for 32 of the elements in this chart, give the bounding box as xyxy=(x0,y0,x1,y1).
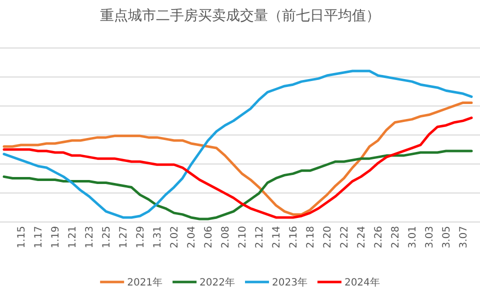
x-tick-label: 2.24 xyxy=(356,226,368,248)
x-tick-label: 1.21 xyxy=(68,226,78,248)
legend-label: 2023年 xyxy=(272,276,308,288)
legend-label: 2022年 xyxy=(200,276,235,288)
x-tick-label: 2.28 xyxy=(390,226,402,248)
x-tick-label: 2.10 xyxy=(238,226,248,248)
x-tick-label: 2.06 xyxy=(204,226,214,248)
x-tick-label: 3.03 xyxy=(424,226,436,248)
x-tick-label: 1.23 xyxy=(84,226,96,248)
x-tick-label: 1.25 xyxy=(102,226,112,248)
x-tick-label: 2.16 xyxy=(288,226,300,248)
x-tick-label: 2.02 xyxy=(170,226,180,248)
legend-label: 2021年 xyxy=(127,276,163,288)
x-tick-label: 3.01 xyxy=(408,226,418,248)
x-tick-label: 3.07 xyxy=(458,226,470,248)
x-tick-label: 2.08 xyxy=(220,226,232,248)
chart-title: 重点城市二手房买卖成交量（前七日平均值） xyxy=(100,8,380,24)
x-tick-label: 2.26 xyxy=(374,226,384,248)
x-tick-label: 1.27 xyxy=(118,226,130,248)
x-tick-label: 1.17 xyxy=(34,226,44,248)
x-tick-label: 1.15 xyxy=(16,226,28,248)
x-tick-label: 2.22 xyxy=(340,226,350,248)
x-tick-label: 2.20 xyxy=(322,226,334,248)
x-tick-label: 2.04 xyxy=(186,226,198,248)
x-tick-label: 2.18 xyxy=(306,226,316,248)
x-tick-label: 2.12 xyxy=(254,226,266,248)
x-tick-label: 3.05 xyxy=(442,226,452,248)
x-tick-label: 1.19 xyxy=(50,226,62,248)
x-tick-label: 2.14 xyxy=(272,226,282,248)
legend-label: 2024年 xyxy=(344,276,380,288)
x-tick-label: 1.29 xyxy=(136,226,146,248)
x-tick-label: 1.31 xyxy=(152,226,164,248)
